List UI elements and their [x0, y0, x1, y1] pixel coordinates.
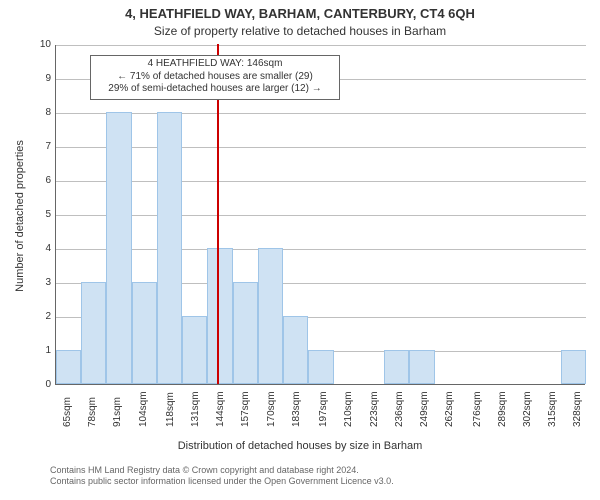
x-tick-label: 262sqm: [444, 391, 455, 427]
x-tick-label: 144sqm: [215, 391, 226, 427]
x-tick-label: 91sqm: [112, 397, 123, 427]
y-tick-label: 2: [35, 311, 51, 322]
y-tick-label: 5: [35, 209, 51, 220]
footer-line2: Contains public sector information licen…: [50, 476, 570, 487]
gridline: [56, 113, 586, 114]
x-tick-label: 289sqm: [497, 391, 508, 427]
y-tick-label: 3: [35, 277, 51, 288]
footer-line1: Contains HM Land Registry data © Crown c…: [50, 465, 570, 476]
x-tick-label: 236sqm: [394, 391, 405, 427]
x-tick-label: 302sqm: [522, 391, 533, 427]
x-tick-label: 131sqm: [190, 391, 201, 427]
histogram-bar: [106, 112, 131, 384]
annotation-line3: 29% of semi-detached houses are larger (…: [95, 83, 335, 96]
x-tick-label: 157sqm: [240, 391, 251, 427]
x-tick-label: 118sqm: [165, 392, 176, 427]
y-tick-label: 1: [35, 345, 51, 356]
x-tick-label: 328sqm: [572, 391, 583, 427]
histogram-bar: [132, 282, 157, 384]
chart-title-address: 4, HEATHFIELD WAY, BARHAM, CANTERBURY, C…: [0, 6, 600, 21]
x-tick-label: 104sqm: [138, 391, 149, 427]
histogram-bar: [207, 248, 232, 384]
x-tick-label: 65sqm: [62, 397, 73, 427]
annotation-line1: 4 HEATHFIELD WAY: 146sqm: [95, 58, 335, 71]
x-axis-label: Distribution of detached houses by size …: [0, 440, 600, 452]
chart-subtitle: Size of property relative to detached ho…: [0, 24, 600, 38]
histogram-bar: [81, 282, 106, 384]
y-tick-label: 6: [35, 175, 51, 186]
footer-attribution: Contains HM Land Registry data © Crown c…: [50, 465, 570, 488]
histogram-bar: [157, 112, 182, 384]
gridline: [56, 215, 586, 216]
histogram-bar: [384, 350, 409, 384]
gridline: [56, 249, 586, 250]
x-tick-label: 183sqm: [291, 391, 302, 427]
gridline: [56, 45, 586, 46]
x-tick-label: 197sqm: [318, 391, 329, 427]
gridline: [56, 147, 586, 148]
histogram-bar: [561, 350, 586, 384]
histogram-bar: [56, 350, 81, 384]
annotation-line2: ← 71% of detached houses are smaller (29…: [95, 71, 335, 84]
histogram-bar: [308, 350, 333, 384]
x-tick-label: 276sqm: [472, 391, 483, 427]
x-tick-label: 223sqm: [369, 391, 380, 427]
y-tick-label: 10: [35, 39, 51, 50]
x-tick-label: 315sqm: [547, 391, 558, 427]
histogram-bar: [258, 248, 283, 384]
x-tick-label: 78sqm: [87, 397, 98, 427]
y-tick-label: 7: [35, 141, 51, 152]
annotation-box: 4 HEATHFIELD WAY: 146sqm← 71% of detache…: [90, 55, 340, 100]
y-axis-label: Number of detached properties: [14, 116, 26, 316]
y-tick-label: 9: [35, 73, 51, 84]
y-tick-label: 8: [35, 107, 51, 118]
histogram-bar: [233, 282, 258, 384]
x-tick-label: 210sqm: [343, 391, 354, 427]
histogram-bar: [182, 316, 207, 384]
y-tick-label: 0: [35, 379, 51, 390]
x-tick-label: 170sqm: [266, 391, 277, 427]
histogram-bar: [283, 316, 308, 384]
histogram-bar: [409, 350, 434, 384]
gridline: [56, 181, 586, 182]
y-tick-label: 4: [35, 243, 51, 254]
x-tick-label: 249sqm: [419, 391, 430, 427]
